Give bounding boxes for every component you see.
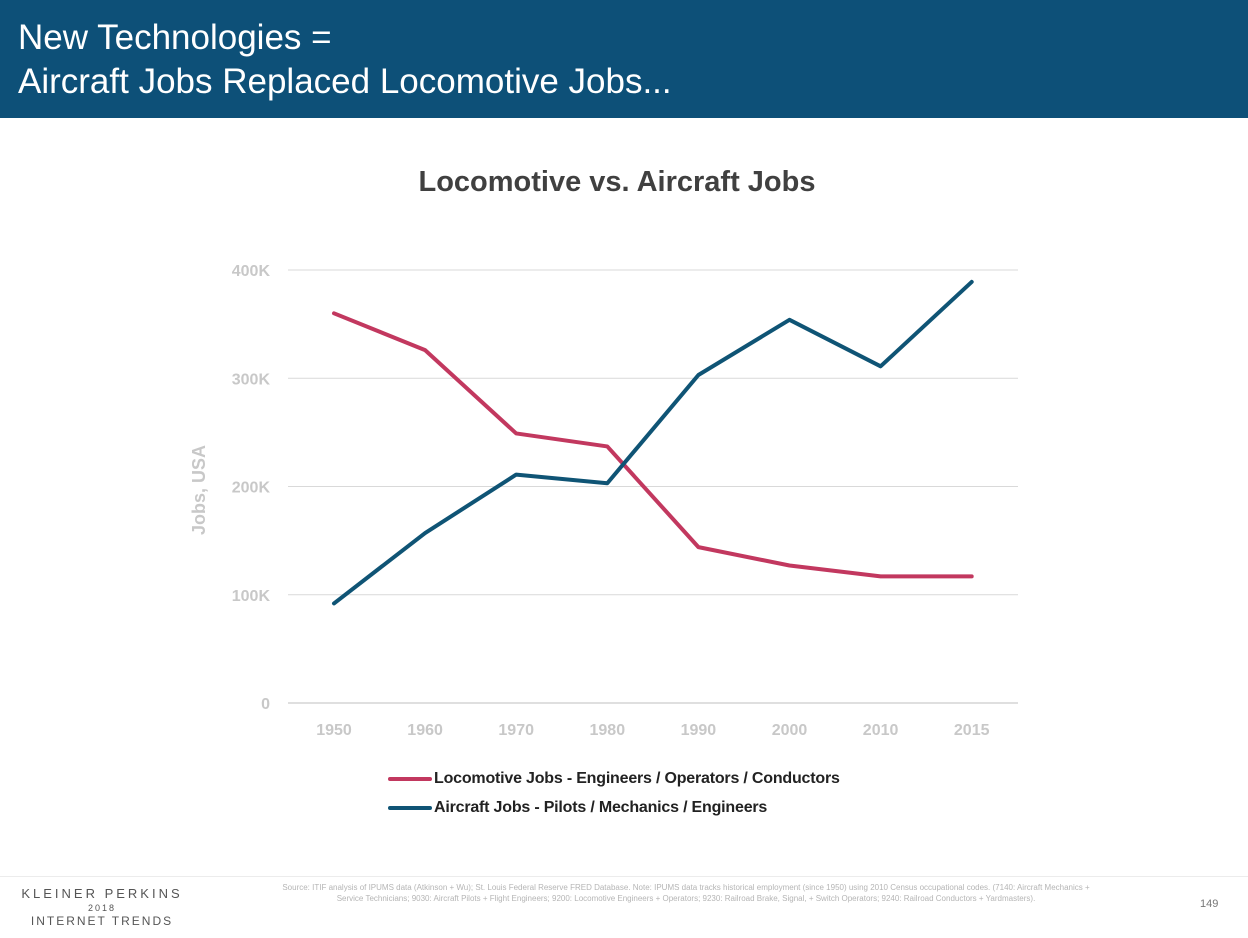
aircraft-point bbox=[514, 473, 518, 477]
aircraft-point bbox=[332, 601, 336, 605]
legend-label-locomotive: Locomotive Jobs - Engineers / Operators … bbox=[434, 770, 840, 787]
x-tick-label: 2010 bbox=[863, 722, 899, 739]
legend-item-locomotive: Locomotive Jobs - Engineers / Operators … bbox=[388, 769, 840, 789]
x-tick-label: 2000 bbox=[772, 722, 808, 739]
brand-logo: KLEINER PERKINS 2018 INTERNET TRENDS bbox=[8, 886, 196, 928]
y-tick-label: 400K bbox=[232, 263, 271, 280]
legend-swatch-locomotive bbox=[388, 777, 432, 781]
locomotive-point bbox=[970, 574, 974, 578]
locomotive-series-line bbox=[332, 311, 974, 579]
locomotive-point bbox=[879, 574, 883, 578]
y-tick-label: 300K bbox=[232, 371, 271, 388]
legend-label-aircraft: Aircraft Jobs - Pilots / Mechanics / Eng… bbox=[434, 799, 768, 816]
locomotive-point bbox=[332, 311, 336, 315]
aircraft-point bbox=[788, 318, 791, 322]
aircraft-point bbox=[879, 364, 883, 368]
locomotive-point bbox=[788, 564, 791, 568]
brand-year: 2018 bbox=[87, 903, 117, 913]
x-tick-label: 1990 bbox=[681, 722, 717, 739]
aircraft-point bbox=[423, 531, 427, 535]
legend-item-aircraft: Aircraft Jobs - Pilots / Mechanics / Eng… bbox=[388, 798, 767, 818]
y-tick-label: 0 bbox=[261, 696, 270, 713]
line-chart: 0 100K 200K 300K 400K 1950 1960 1970 1980 1990 200… bbox=[189, 263, 1018, 739]
y-tick-label: 200K bbox=[232, 480, 271, 497]
page-number: 149 bbox=[1200, 898, 1219, 910]
slide-title-line-2: Aircraft Jobs Replaced Locomotive Jobs..… bbox=[18, 62, 672, 101]
x-tick-label: 1950 bbox=[316, 722, 352, 739]
x-tick-label: 1960 bbox=[407, 722, 443, 739]
x-tick-label: 2015 bbox=[954, 722, 990, 739]
aircraft-point bbox=[970, 280, 974, 284]
aircraft-point bbox=[605, 481, 609, 485]
legend-swatch-aircraft bbox=[388, 806, 432, 810]
chart-title: Locomotive vs. Aircraft Jobs bbox=[418, 166, 816, 198]
locomotive-point bbox=[605, 444, 609, 448]
brand-name: KLEINER PERKINS bbox=[21, 886, 183, 901]
x-tick-label: 1980 bbox=[590, 722, 626, 739]
source-note: Source: ITIF analysis of IPUMS data (Atk… bbox=[282, 883, 1090, 903]
slide-header: New Technologies = Aircraft Jobs Replace… bbox=[0, 0, 1248, 118]
x-tick-label: 1970 bbox=[498, 722, 534, 739]
y-axis-label: Jobs, USA bbox=[189, 445, 209, 535]
brand-report: INTERNET TRENDS bbox=[30, 914, 174, 928]
footer-divider bbox=[0, 876, 1248, 877]
locomotive-point bbox=[696, 545, 700, 549]
slide-title-line-1: New Technologies = bbox=[18, 18, 332, 57]
y-tick-label: 100K bbox=[232, 588, 271, 605]
aircraft-point bbox=[696, 373, 700, 377]
locomotive-point bbox=[423, 348, 427, 352]
locomotive-point bbox=[514, 431, 518, 435]
aircraft-series-line bbox=[332, 279, 974, 606]
